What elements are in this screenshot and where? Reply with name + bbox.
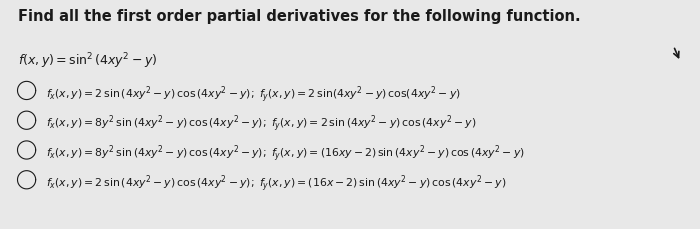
- Text: $f_x(x, y) = 8y^{2}\,\mathrm{sin}\,(4xy^{2} - y)\,\mathrm{cos}\,(4xy^{2} - y)$; : $f_x(x, y) = 8y^{2}\,\mathrm{sin}\,(4xy^…: [46, 113, 476, 134]
- Text: $f_x(x, y) = 2\,\mathrm{sin}\,(4xy^{2} - y)\,\mathrm{cos}\,(4xy^{2} - y)$; $\,f_: $f_x(x, y) = 2\,\mathrm{sin}\,(4xy^{2} -…: [46, 173, 506, 194]
- Text: $f_x(x, y) = 8y^{2}\,\mathrm{sin}\,(4xy^{2} - y)\,\mathrm{cos}\,(4xy^{2} - y)$; : $f_x(x, y) = 8y^{2}\,\mathrm{sin}\,(4xy^…: [46, 143, 524, 164]
- Text: $f_x(x, y) = 2\,\mathrm{sin}\,(4xy^{2} - y)\,\mathrm{cos}\,(4xy^{2} - y)$; $\,f_: $f_x(x, y) = 2\,\mathrm{sin}\,(4xy^{2} -…: [46, 84, 460, 105]
- Text: Find all the first order partial derivatives for the following function.: Find all the first order partial derivat…: [18, 9, 580, 24]
- Text: $f(x, y) = \sin^{2}(4xy^{2} - y)$: $f(x, y) = \sin^{2}(4xy^{2} - y)$: [18, 52, 157, 71]
